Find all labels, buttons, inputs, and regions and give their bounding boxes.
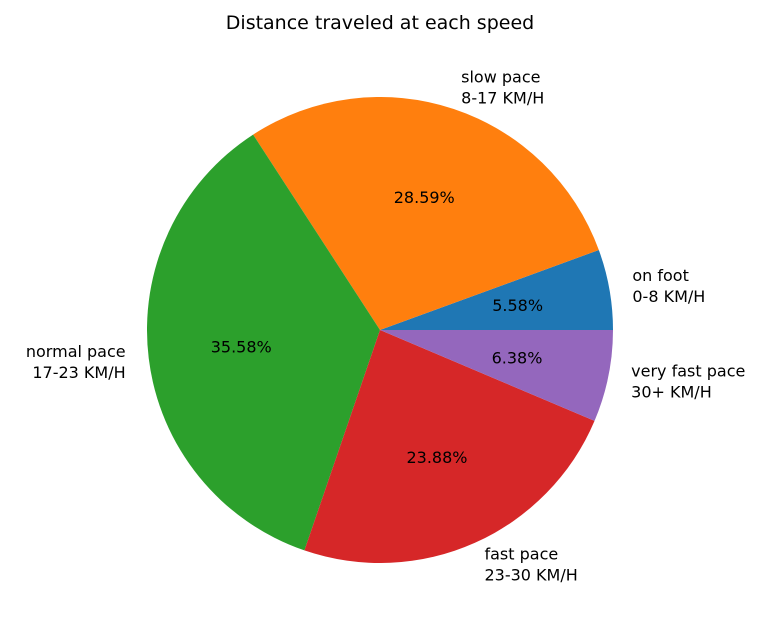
chart-title: Distance traveled at each speed	[226, 12, 534, 34]
pie-slice-slow-pace	[253, 97, 599, 330]
pie-slice-normal-pace	[146, 134, 380, 551]
category-label-very-fast-pace: very fast pace 30+ KM/H	[631, 362, 745, 402]
category-labels: on foot 0-8 KM/H slow pace 8-17 KM/H normal …	[26, 67, 745, 584]
pie-slices	[146, 97, 613, 563]
pie-slice-on-foot	[380, 249, 613, 330]
percent-label-very-fast-pace: 6.38%	[492, 348, 543, 367]
percent-label-normal-pace: 35.58%	[211, 338, 272, 357]
percent-label-slow-pace: 28.59%	[394, 188, 455, 207]
pie-slice-fast-pace	[304, 330, 595, 563]
percent-label-on-foot: 5.58%	[492, 296, 543, 315]
pie-slice-very-fast-pace	[380, 330, 613, 421]
category-label-on-foot: on foot 0-8 KM/H	[632, 266, 705, 306]
category-label-slow-pace: slow pace 8-17 KM/H	[461, 67, 544, 107]
percent-labels: 5.58% 28.59% 35.58% 23.88% 6.38%	[211, 188, 543, 467]
category-label-fast-pace: fast pace 23-30 KM/H	[484, 545, 577, 585]
category-label-normal-pace: normal pace 17-23 KM/H	[26, 342, 126, 382]
percent-label-fast-pace: 23.88%	[406, 448, 467, 467]
